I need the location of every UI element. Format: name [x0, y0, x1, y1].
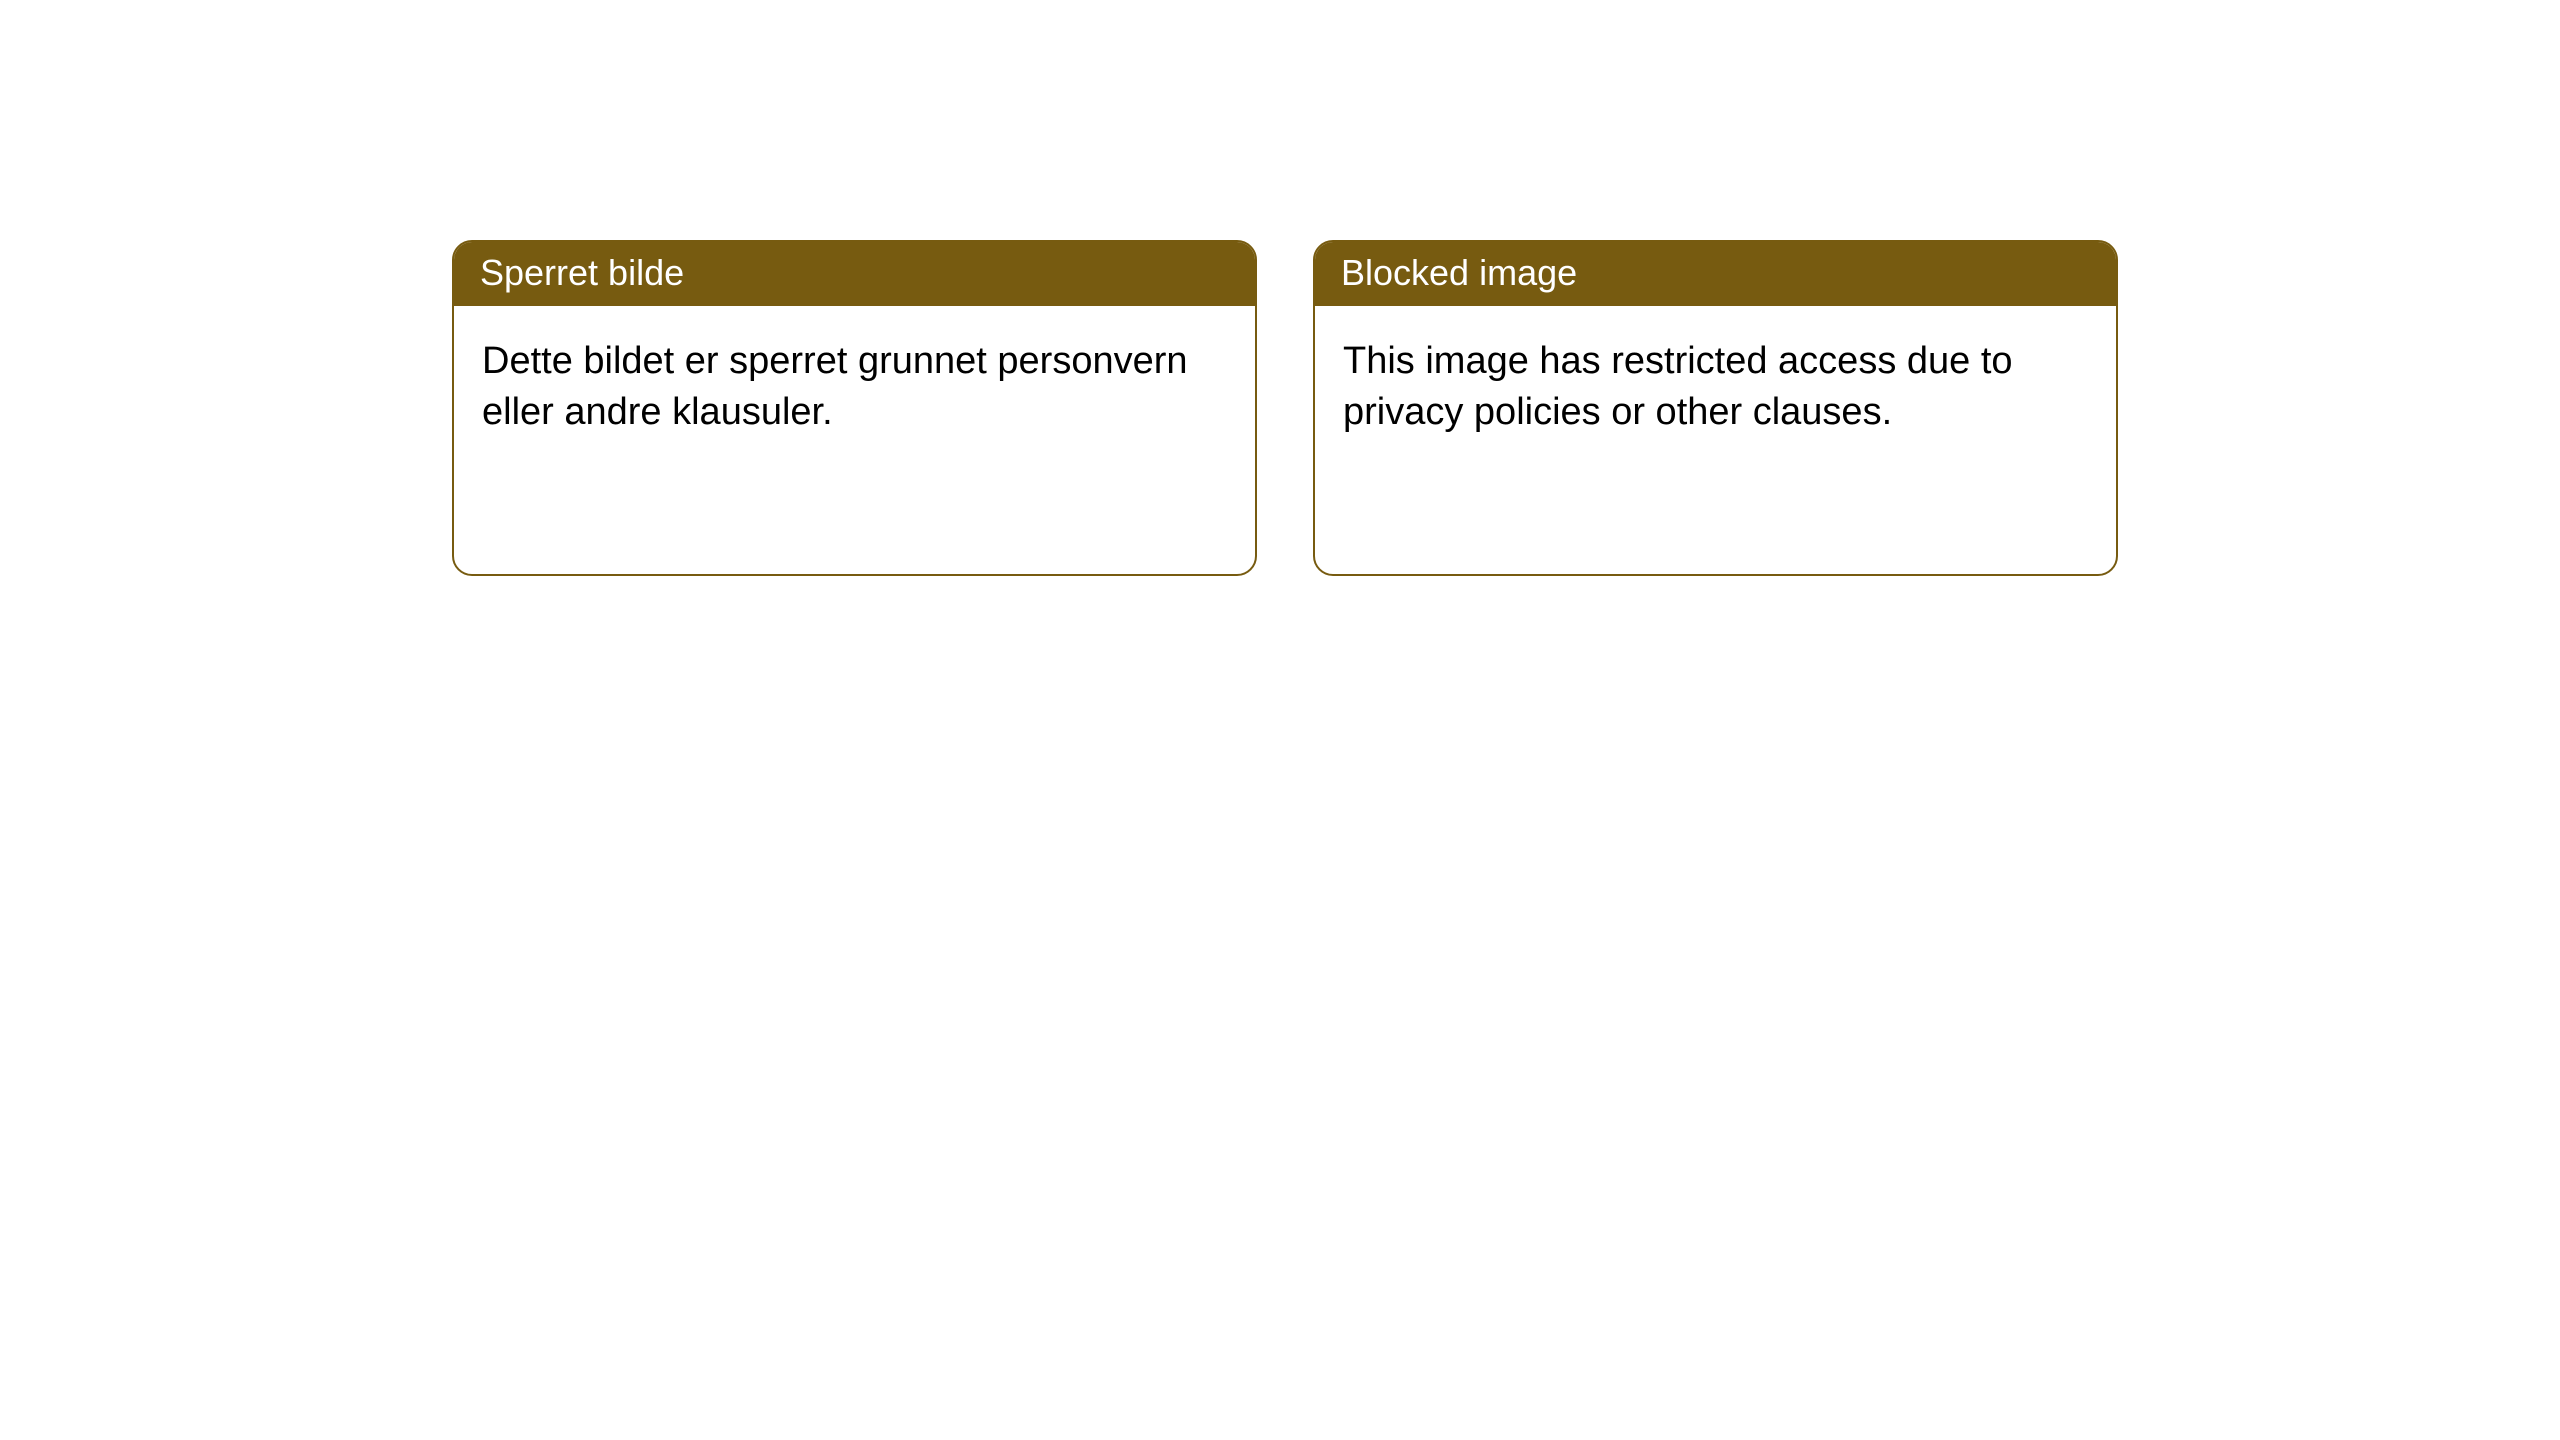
card-body: Dette bildet er sperret grunnet personve…	[454, 306, 1255, 469]
card-body: This image has restricted access due to …	[1315, 306, 2116, 469]
card-header: Blocked image	[1315, 242, 2116, 306]
notice-card-norwegian: Sperret bilde Dette bildet er sperret gr…	[452, 240, 1257, 576]
card-header: Sperret bilde	[454, 242, 1255, 306]
notice-cards-container: Sperret bilde Dette bildet er sperret gr…	[0, 0, 2560, 576]
notice-card-english: Blocked image This image has restricted …	[1313, 240, 2118, 576]
